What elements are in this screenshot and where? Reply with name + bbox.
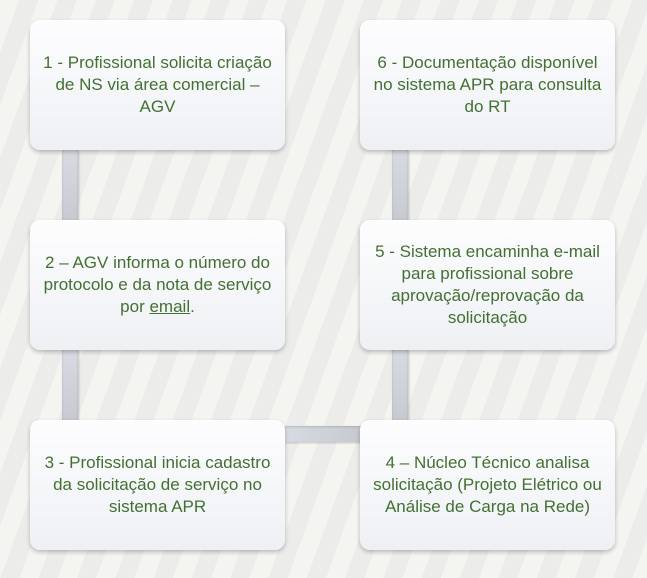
- step-box-6: 6 - Documentação disponível no sistema A…: [360, 20, 615, 150]
- step-box-4: 4 – Núcleo Técnico analisa solicitação (…: [360, 420, 615, 550]
- step-box-1: 1 - Profissional solicita criação de NS …: [30, 20, 285, 150]
- connector-4-5: [392, 348, 408, 424]
- step-box-5: 5 - Sistema encaminha e-mail para profis…: [360, 220, 615, 350]
- step-text-6: 6 - Documentação disponível no sistema A…: [372, 52, 603, 118]
- step-text-2: 2 – AGV informa o número do protocolo e …: [42, 252, 273, 318]
- step-box-3: 3 - Profissional inicia cadastro da soli…: [30, 420, 285, 550]
- step-text-3: 3 - Profissional inicia cadastro da soli…: [42, 452, 273, 518]
- connector-1-2: [62, 148, 78, 224]
- step-box-2: 2 – AGV informa o número do protocolo e …: [30, 220, 285, 350]
- connector-2-3: [62, 348, 78, 424]
- step-text-5: 5 - Sistema encaminha e-mail para profis…: [372, 241, 603, 329]
- step-text-1: 1 - Profissional solicita criação de NS …: [42, 52, 273, 118]
- step-text-4: 4 – Núcleo Técnico analisa solicitação (…: [372, 452, 603, 518]
- connector-3-4: [283, 426, 363, 442]
- connector-5-6: [392, 148, 408, 224]
